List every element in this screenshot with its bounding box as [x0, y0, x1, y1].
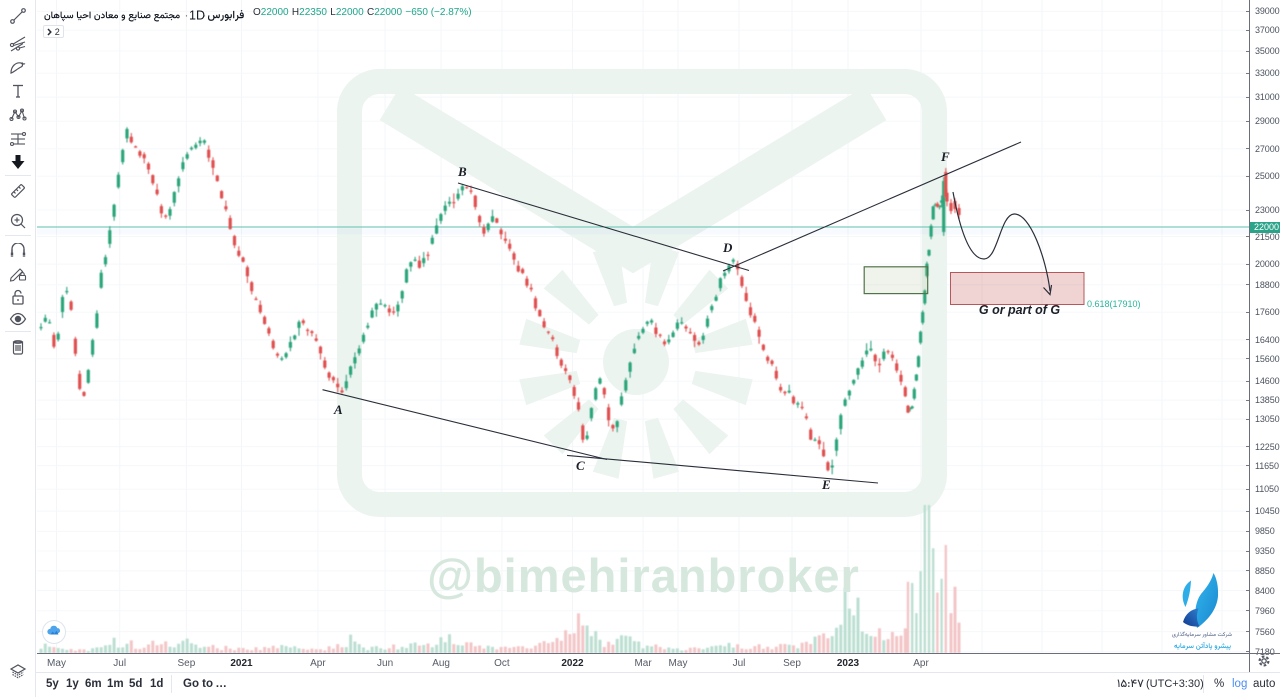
svg-text:(UTC+3:30): (UTC+3:30) [1146, 678, 1204, 690]
svg-text:1D: 1D [189, 9, 205, 23]
svg-text:·: · [203, 8, 207, 22]
svg-text:·: · [185, 8, 189, 22]
